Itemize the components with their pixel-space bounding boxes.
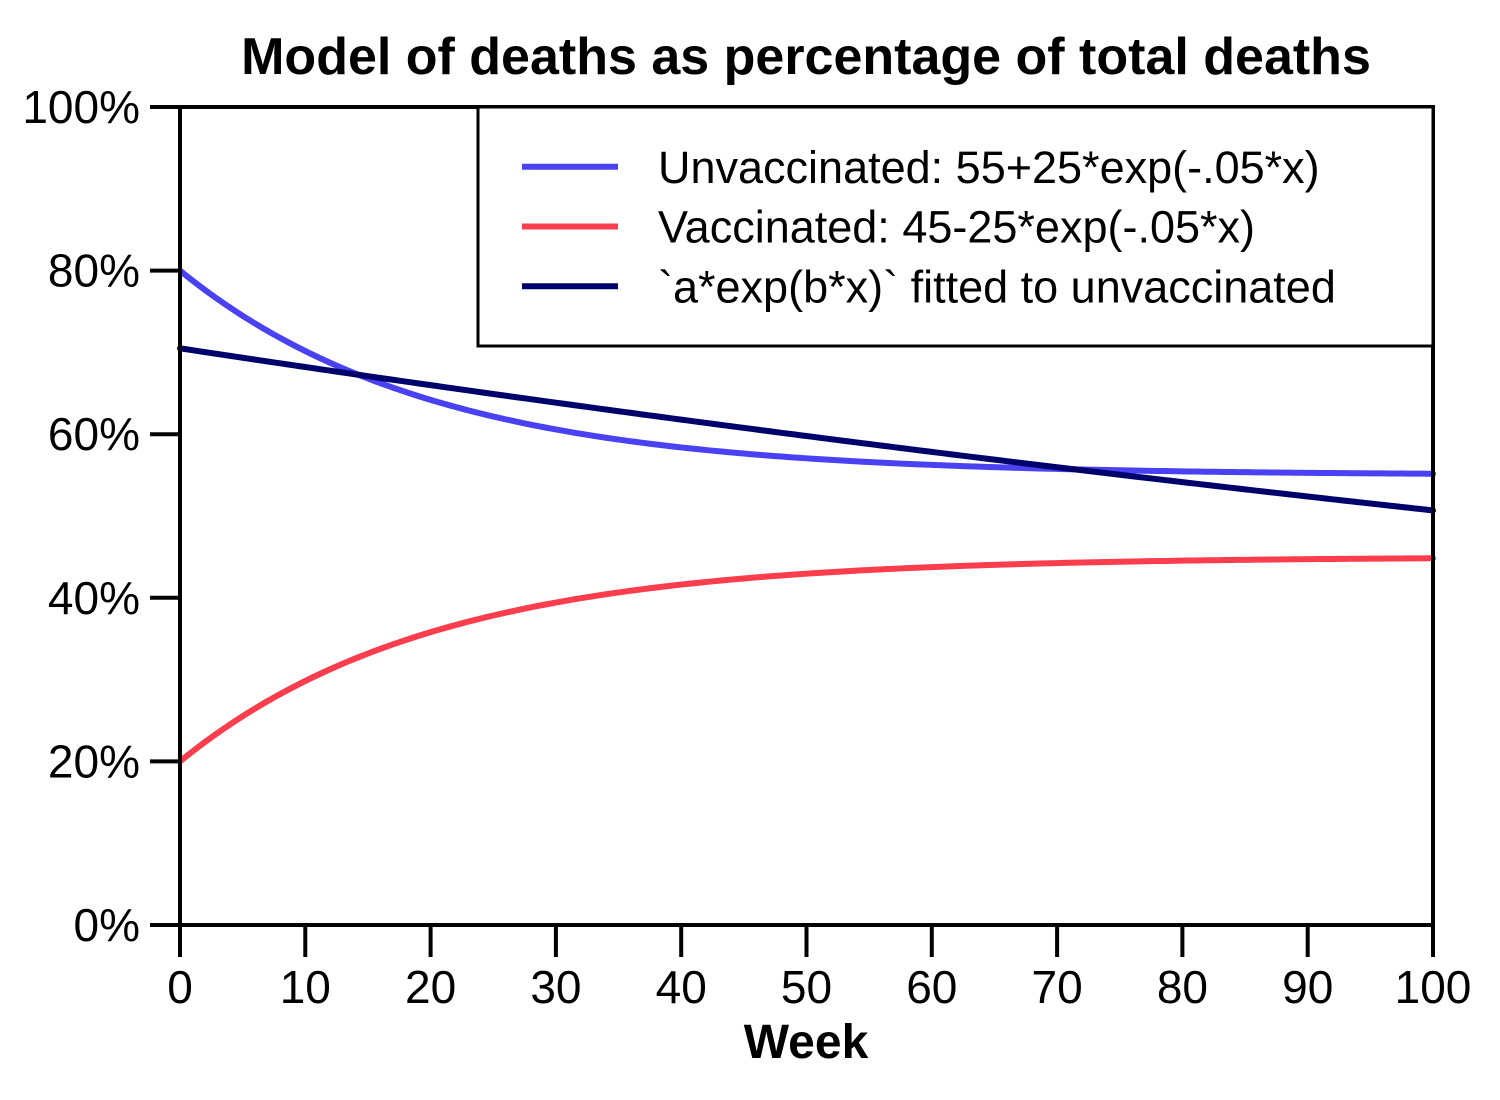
series-fitted-exponential-line <box>177 345 1436 514</box>
series-vaccinated-line <box>177 555 1436 765</box>
y-tick-label: 80% <box>48 245 140 297</box>
x-tick-label: 70 <box>1032 961 1083 1013</box>
y-tick-label: 0% <box>74 899 140 951</box>
x-tick-label: 100 <box>1395 961 1472 1013</box>
axis-ticks <box>150 105 1435 957</box>
axis-tick-labels: 0 10 20 30 40 50 60 70 80 90 100 0% 20% 40% 60% 80% 100% <box>22 81 1471 1013</box>
x-tick-label: 90 <box>1282 961 1333 1013</box>
chart-title: Model of deaths as percentage of total d… <box>241 28 1371 86</box>
legend: Unvaccinated: 55+25*exp(-.05*x) Vaccinate… <box>476 105 1435 348</box>
x-tick-label: 80 <box>1157 961 1208 1013</box>
x-tick-label: 40 <box>656 961 707 1013</box>
legend-label-unvaccinated: Unvaccinated: 55+25*exp(-.05*x) <box>658 142 1320 193</box>
x-tick-label: 30 <box>530 961 581 1013</box>
x-axis-label: Week <box>744 1016 869 1069</box>
y-tick-label: 60% <box>48 408 140 460</box>
plot-area <box>177 267 1436 765</box>
legend-label-vaccinated: Vaccinated: 45-25*exp(-.05*x) <box>658 202 1255 253</box>
legend-box <box>476 105 1435 348</box>
x-tick-label: 50 <box>781 961 832 1013</box>
x-tick-label: 10 <box>280 961 331 1013</box>
series-unvaccinated-line <box>177 267 1436 477</box>
legend-rows: Unvaccinated: 55+25*exp(-.05*x) Vaccinate… <box>522 142 1336 312</box>
x-tick-label: 20 <box>405 961 456 1013</box>
x-tick-label: 60 <box>906 961 957 1013</box>
y-tick-label: 100% <box>22 81 140 133</box>
y-tick-label: 20% <box>48 735 140 787</box>
legend-label-fitted-exponential: `a*exp(b*x)` fitted to unvaccinated <box>658 261 1336 312</box>
y-tick-label: 40% <box>48 572 140 624</box>
x-tick-label: 0 <box>167 961 193 1013</box>
